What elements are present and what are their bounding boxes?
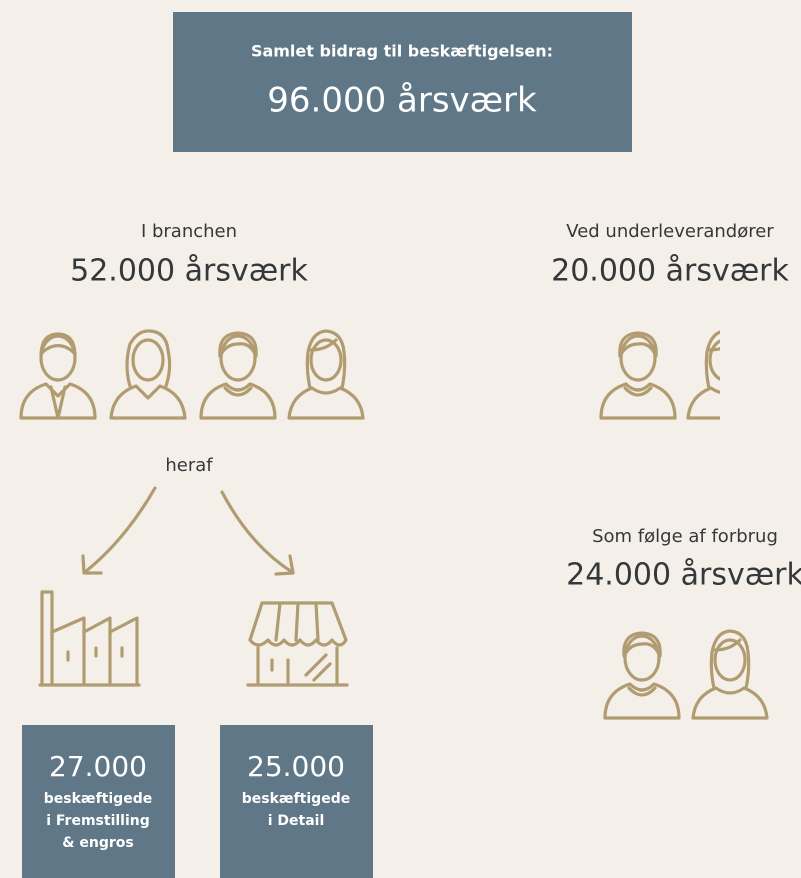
box [220,725,373,878]
group-label: Som følge af forbrug [592,526,778,547]
box-line: beskæftigede [242,791,350,807]
box-line: beskæftigede [44,791,152,807]
split-label: heraf [165,455,213,476]
factory-icon [38,590,141,687]
group-value: 20.000 årsværk [551,254,789,289]
box-line: i Detail [268,813,325,829]
header-value: 96.000 årsværk [267,81,537,121]
group-value: 52.000 årsværk [70,254,308,289]
people-icons [599,329,720,420]
box-line: & engros [62,835,133,851]
group-value: 24.000 årsværk [566,558,801,593]
group-label: Ved underleverandører [566,221,774,242]
people-icons [19,329,365,420]
header-box [173,12,632,152]
box-value: 27.000 [49,750,147,783]
box-line: i Fremstilling [46,813,150,829]
group-label: I branchen [141,221,237,242]
header-label: Samlet bidrag til beskæftigelsen: [251,42,553,61]
box-value: 25.000 [247,750,345,783]
shop-icon [246,601,349,687]
arrows [81,486,295,576]
box [22,725,175,878]
people-icons [603,629,769,720]
